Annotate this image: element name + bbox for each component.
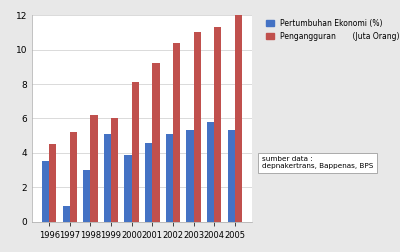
Bar [194,32,201,222]
Bar [173,43,180,222]
Bar [83,170,90,222]
Bar [111,118,118,222]
Bar [90,115,98,222]
Bar [63,206,70,222]
Bar [145,143,152,222]
Bar [235,15,242,222]
Bar [124,155,132,222]
Bar [104,134,111,222]
Bar [42,162,49,222]
Bar [214,27,221,222]
Bar [228,131,235,222]
Legend: Pertumbuhan Ekonomi (%), Pengangguran       (Juta Orang): Pertumbuhan Ekonomi (%), Pengangguran (J… [264,16,400,43]
Bar [207,122,214,222]
Bar [152,63,160,222]
Bar [70,132,77,222]
Bar [49,144,56,222]
Bar [186,131,194,222]
Bar [132,82,139,222]
Bar [166,134,173,222]
Text: sumber data :
depnakertrans, Bappenas, BPS: sumber data : depnakertrans, Bappenas, B… [262,156,373,169]
